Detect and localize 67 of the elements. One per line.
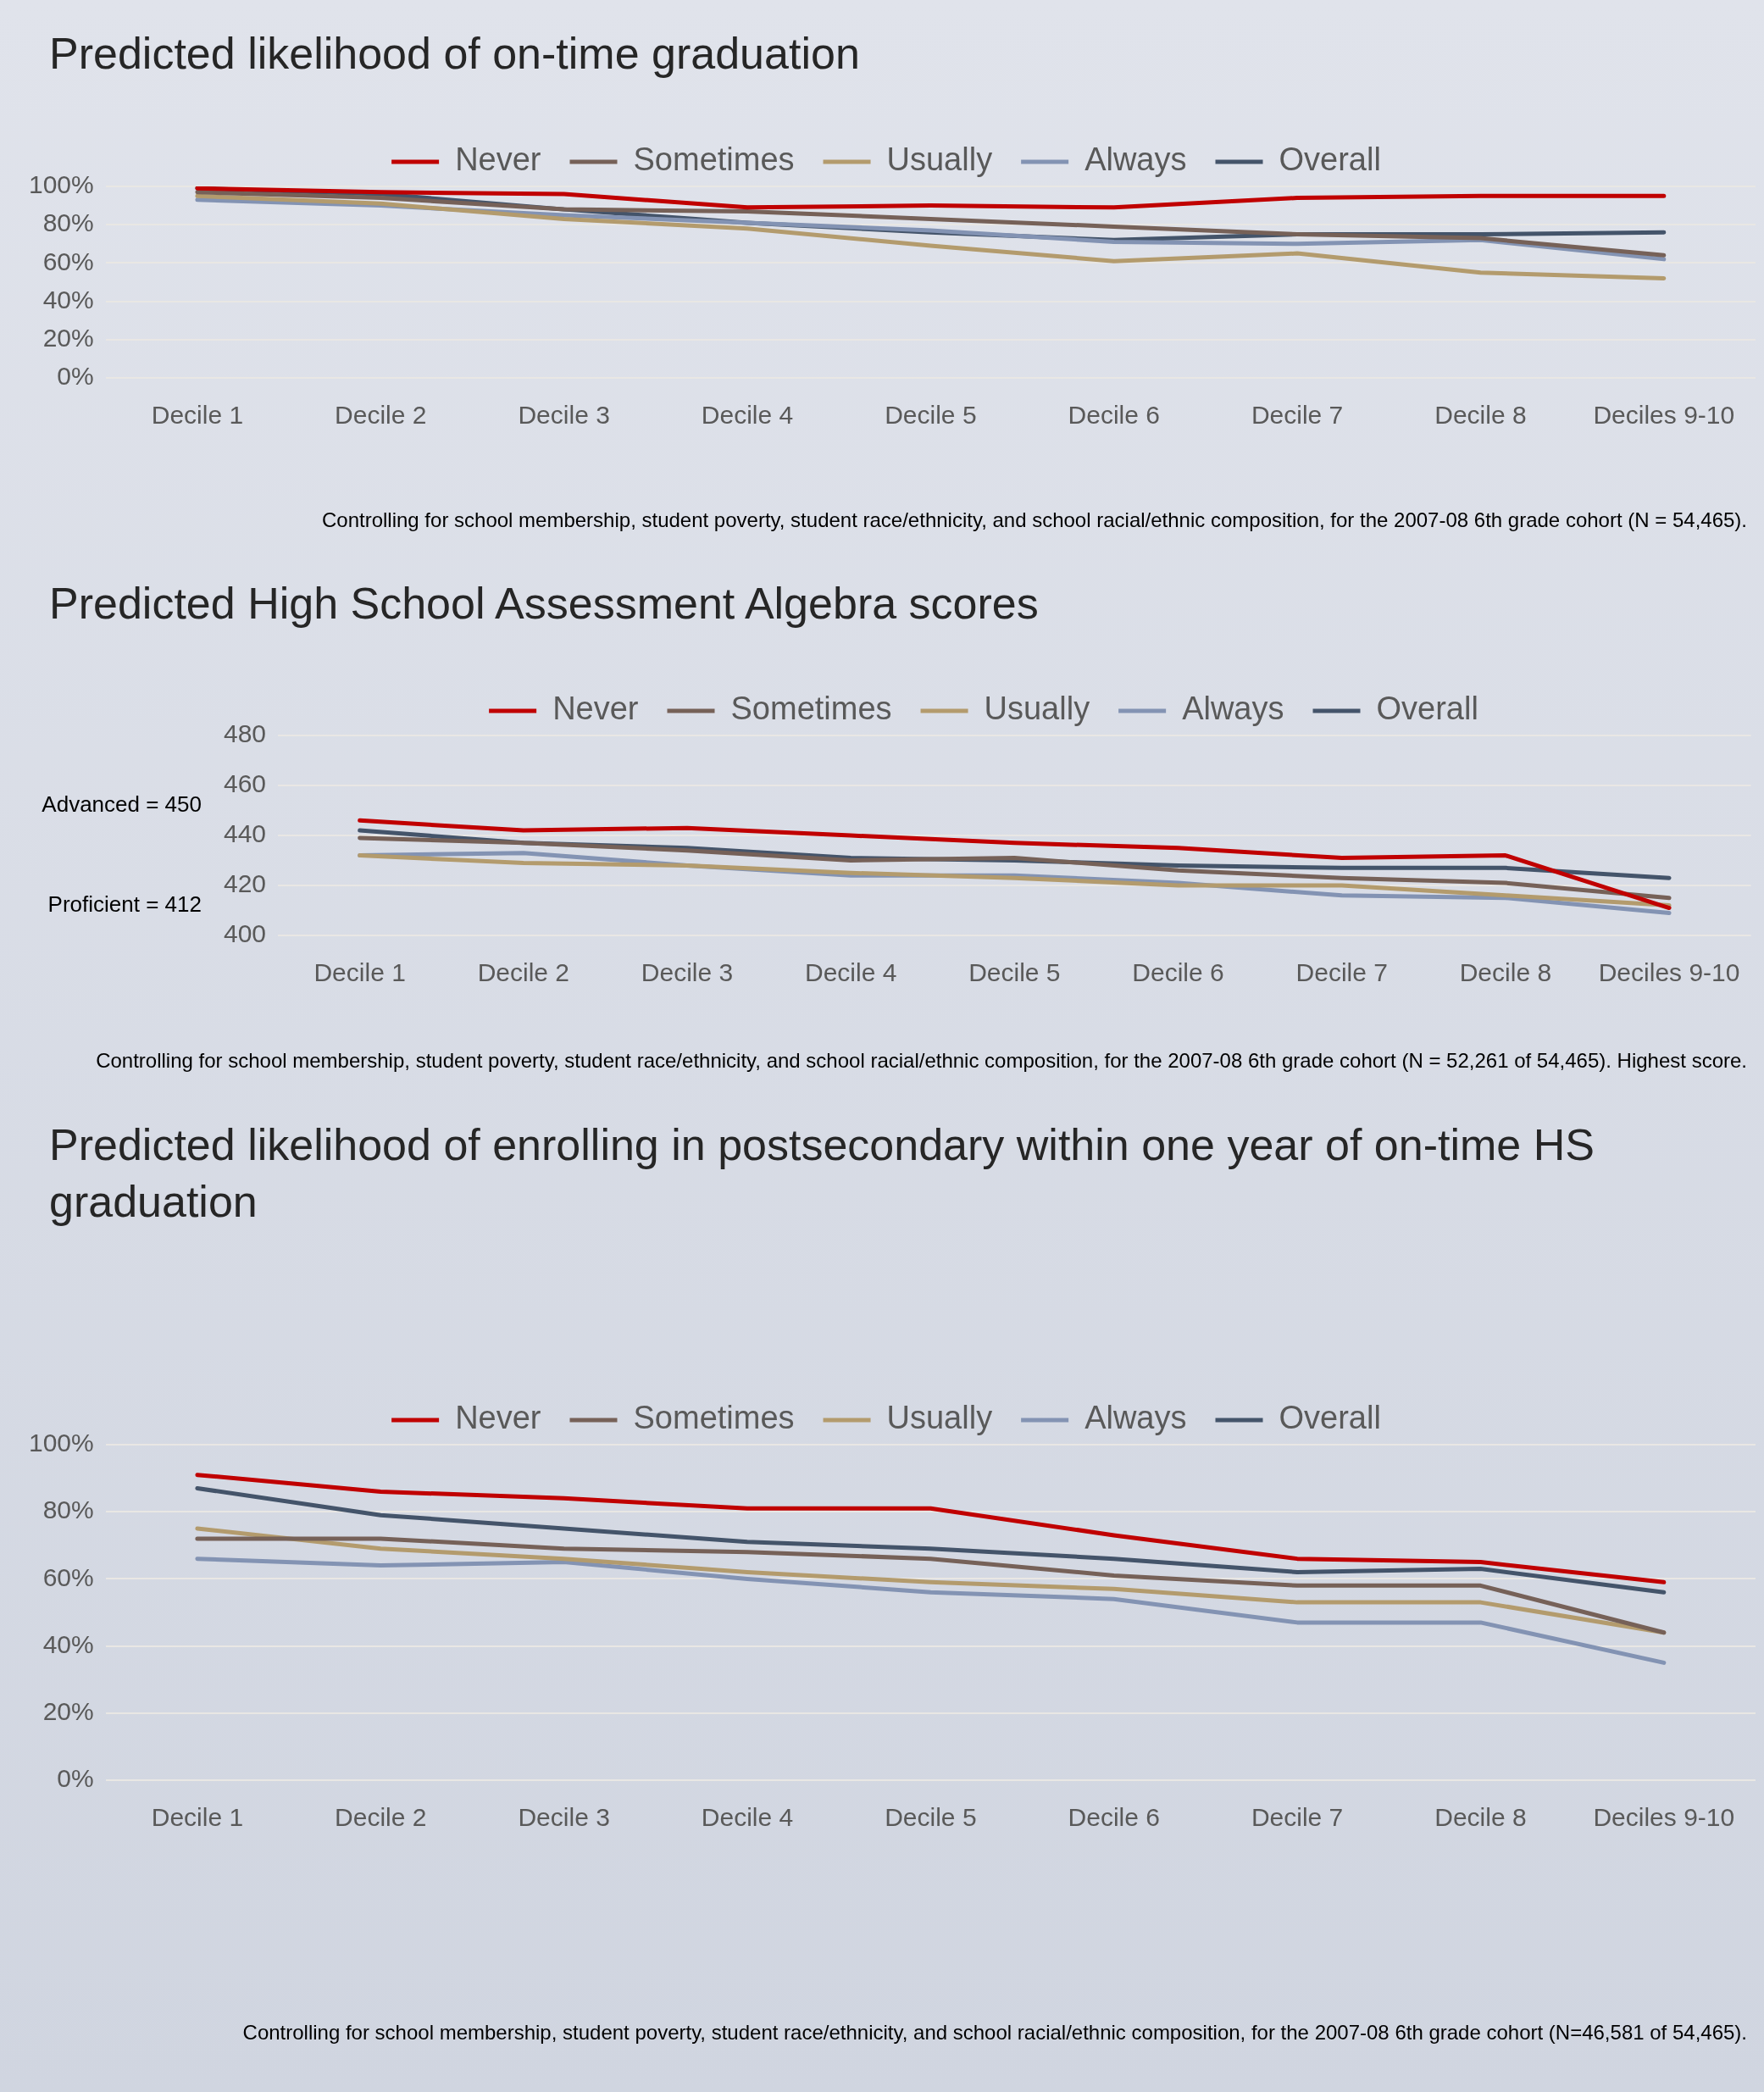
x-tick-label: Decile 4 <box>701 400 794 429</box>
x-tick-label: Decile 8 <box>1434 400 1527 429</box>
y-tick-label: 40% <box>42 1629 94 1658</box>
legend-label: Never <box>455 1400 541 1436</box>
x-tick-label: Decile 4 <box>701 1803 794 1832</box>
x-tick-label: Decile 7 <box>1295 958 1388 987</box>
legend-label: Always <box>1084 142 1187 178</box>
legend-label: Sometimes <box>633 142 795 178</box>
x-tick-label: Decile 7 <box>1251 1803 1344 1832</box>
y-tick-label: 100% <box>28 169 94 198</box>
x-tick-label: Decile 7 <box>1251 400 1344 429</box>
y-tick-label: 480 <box>223 719 267 748</box>
legend-label: Sometimes <box>730 691 892 727</box>
x-tick-label: Deciles 9-10 <box>1598 958 1740 987</box>
legend-label: Usually <box>886 142 993 178</box>
text: Controlling for school membership, student poverty, student race/ethnicity, and school racial/ethnic composition, for the 2007-08 6th grade cohort (N=46,581 of 54,465). <box>241 2019 1748 2045</box>
x-tick-label: Decile 1 <box>151 1803 244 1832</box>
legend-label: Usually <box>984 691 1090 727</box>
y-tick-label: 20% <box>42 1696 94 1725</box>
x-tick-label: Decile 1 <box>151 400 244 429</box>
y-tick-label: 460 <box>223 769 267 798</box>
x-tick-label: Decile 8 <box>1434 1803 1527 1832</box>
text: Controlling for school membership, student poverty, student race/ethnicity, and school racial/ethnic composition, for the 2007-08 6th grade cohort (N = 52,261 of 54,465). Highest score. <box>95 1048 1748 1074</box>
x-tick-label: Decile 4 <box>804 958 897 987</box>
chart-title: Predicted High School Assessment Algebra scores <box>49 577 1040 630</box>
y-tick-label: 0% <box>57 361 94 390</box>
text: Proficient = 412 <box>47 891 202 918</box>
x-tick-label: Decile 6 <box>1068 1803 1160 1832</box>
legend-label: Sometimes <box>633 1400 795 1436</box>
legend-label: Usually <box>886 1400 993 1436</box>
y-tick-label: 60% <box>42 1562 94 1591</box>
x-tick-label: Decile 3 <box>518 1803 610 1832</box>
legend-label: Overall <box>1279 142 1381 178</box>
y-tick-label: 20% <box>42 323 94 352</box>
y-tick-label: 80% <box>42 1495 94 1524</box>
y-tick-label: 420 <box>223 869 267 898</box>
x-tick-label: Decile 2 <box>335 400 427 429</box>
y-tick-label: 400 <box>223 919 267 948</box>
y-tick-label: 0% <box>57 1764 94 1793</box>
legend-label: Overall <box>1279 1400 1381 1436</box>
x-tick-label: Decile 3 <box>641 958 734 987</box>
text: Controlling for school membership, student poverty, student race/ethnicity, and school racial/ethnic composition, for the 2007-08 6th grade cohort (N = 54,465). <box>320 507 1748 533</box>
x-tick-label: Decile 5 <box>968 958 1061 987</box>
x-tick-label: Deciles 9-10 <box>1593 400 1735 429</box>
y-tick-label: 40% <box>42 285 94 314</box>
y-tick-label: 80% <box>42 208 94 237</box>
legend-label: Never <box>455 142 541 178</box>
chart-title: Predicted likelihood of on-time graduation <box>49 28 861 80</box>
x-tick-label: Decile 6 <box>1068 400 1160 429</box>
y-tick-label: 100% <box>28 1429 94 1457</box>
x-tick-label: Decile 2 <box>335 1803 427 1832</box>
chart-title: Predicted likelihood of enrolling in postsecondary within one year of on-time HS graduation <box>49 1118 1595 1229</box>
x-tick-label: Decile 6 <box>1132 958 1224 987</box>
legend-label: Always <box>1182 691 1284 727</box>
x-tick-label: Decile 2 <box>477 958 570 987</box>
x-tick-label: Decile 8 <box>1459 958 1552 987</box>
text: Advanced = 450 <box>42 791 202 818</box>
x-tick-label: Decile 3 <box>518 400 610 429</box>
legend-label: Never <box>552 691 639 727</box>
legend-label: Always <box>1084 1400 1187 1436</box>
x-tick-label: Decile 5 <box>885 1803 977 1832</box>
legend-label: Overall <box>1376 691 1478 727</box>
y-tick-label: 60% <box>42 247 94 275</box>
x-tick-label: Decile 1 <box>313 958 406 987</box>
y-tick-label: 440 <box>223 819 267 848</box>
x-tick-label: Deciles 9-10 <box>1593 1803 1735 1832</box>
x-tick-label: Decile 5 <box>885 400 977 429</box>
